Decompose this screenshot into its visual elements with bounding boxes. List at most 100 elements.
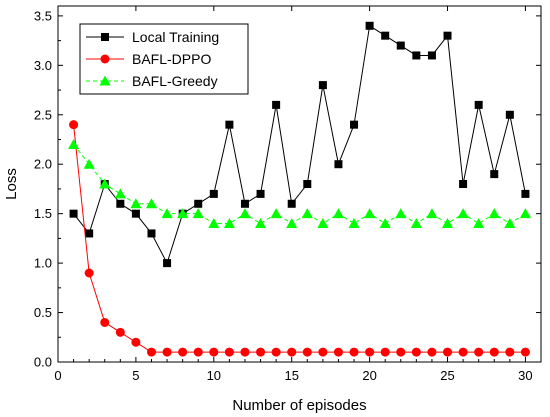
series-bafl-greedy	[68, 138, 531, 229]
x-tick-label: 0	[54, 368, 61, 383]
data-point-local-training	[147, 229, 156, 238]
data-point-bafl-dppo	[349, 347, 359, 357]
data-point-bafl-dppo	[146, 347, 156, 357]
x-tick-label: 30	[518, 368, 532, 383]
data-point-local-training	[318, 81, 327, 90]
data-point-local-training	[427, 51, 436, 60]
data-point-bafl-dppo	[193, 347, 203, 357]
data-point-bafl-dppo	[240, 347, 250, 357]
data-point-local-training	[350, 120, 359, 129]
data-point-bafl-dppo	[178, 347, 188, 357]
data-point-local-training	[209, 189, 218, 198]
data-point-bafl-dppo	[84, 268, 94, 278]
data-point-local-training	[474, 100, 483, 109]
data-point-local-training	[521, 189, 530, 198]
y-tick-label: 2.0	[34, 157, 52, 172]
x-tick-label: 10	[207, 368, 221, 383]
data-point-bafl-dppo	[365, 347, 375, 357]
data-point-bafl-dppo	[474, 347, 484, 357]
data-point-bafl-greedy	[473, 218, 485, 229]
data-point-local-training	[116, 199, 125, 208]
x-axis-title: Number of episodes	[232, 397, 366, 414]
data-point-bafl-greedy	[114, 188, 126, 199]
data-point-local-training	[194, 199, 203, 208]
axes: 0 5 10 15 20 25 30 0.0 0.5 1.0 1.5 2.0 2.5 3.0 3.5	[34, 6, 541, 383]
data-point-local-training	[505, 110, 514, 119]
data-point-bafl-dppo	[443, 347, 453, 357]
data-point-bafl-greedy	[208, 218, 220, 229]
data-point-bafl-greedy	[68, 138, 80, 149]
data-point-bafl-greedy	[239, 208, 251, 219]
data-point-local-training	[85, 229, 94, 238]
data-point-local-training	[303, 180, 312, 188]
data-point-local-training	[396, 41, 405, 50]
x-tick-label: 5	[132, 368, 139, 383]
legend: Local Training BAFL-DPPO BAFL-Greedy	[79, 23, 249, 95]
legend-marker	[101, 33, 109, 41]
data-point-bafl-greedy	[442, 218, 454, 229]
data-point-bafl-dppo	[411, 347, 421, 357]
data-point-bafl-greedy	[364, 208, 376, 219]
data-point-local-training	[240, 199, 249, 208]
data-point-bafl-greedy	[177, 208, 189, 219]
data-point-bafl-greedy	[348, 218, 360, 229]
data-point-local-training	[225, 120, 234, 129]
y-tick-label: 3.5	[34, 8, 52, 23]
data-point-bafl-greedy	[332, 208, 344, 219]
data-point-bafl-dppo	[69, 120, 79, 130]
data-point-bafl-dppo	[396, 347, 406, 357]
data-point-bafl-greedy	[270, 208, 282, 219]
data-point-bafl-greedy	[161, 208, 173, 219]
data-point-bafl-greedy	[255, 218, 267, 229]
y-axis-title: Loss	[3, 168, 20, 200]
data-point-bafl-dppo	[131, 337, 141, 347]
data-point-bafl-dppo	[380, 347, 390, 357]
data-point-bafl-greedy	[286, 218, 298, 229]
data-point-bafl-dppo	[256, 347, 266, 357]
data-point-bafl-dppo	[505, 347, 515, 357]
legend-item-bafl-greedy: BAFL-Greedy	[86, 73, 218, 89]
data-point-bafl-dppo	[427, 347, 437, 357]
data-point-bafl-dppo	[271, 347, 281, 357]
data-point-bafl-greedy	[99, 178, 111, 189]
y-tick-label: 3.0	[34, 58, 52, 73]
data-point-bafl-dppo	[287, 347, 297, 357]
data-point-local-training	[272, 100, 281, 109]
data-point-local-training	[443, 31, 452, 40]
y-tick-label: 1.5	[34, 206, 52, 221]
legend-label: BAFL-DPPO	[132, 51, 211, 67]
data-point-bafl-greedy	[223, 218, 235, 229]
data-point-bafl-dppo	[224, 347, 234, 357]
data-point-bafl-dppo	[100, 317, 110, 327]
series-local-training	[69, 21, 530, 268]
data-point-bafl-greedy	[504, 218, 516, 229]
legend-item-bafl-dppo: BAFL-DPPO	[86, 51, 211, 67]
data-point-bafl-greedy	[192, 208, 204, 219]
data-point-bafl-dppo	[302, 347, 312, 357]
data-point-local-training	[381, 31, 390, 40]
y-tick-label: 2.5	[34, 107, 52, 122]
data-point-bafl-dppo	[115, 327, 125, 337]
data-point-bafl-dppo	[318, 347, 328, 357]
data-point-local-training	[459, 180, 468, 188]
x-tick-label: 25	[440, 368, 454, 383]
data-point-bafl-dppo	[489, 347, 499, 357]
series-bafl-dppo	[69, 120, 530, 357]
legend-label: BAFL-Greedy	[132, 73, 218, 89]
legend-label: Local Training	[132, 29, 219, 45]
x-tick-label: 20	[362, 368, 376, 383]
x-tick-label: 15	[284, 368, 298, 383]
data-point-local-training	[365, 21, 374, 30]
data-point-bafl-greedy	[130, 198, 142, 209]
data-point-bafl-greedy	[457, 208, 469, 219]
data-point-bafl-greedy	[301, 208, 313, 219]
data-point-local-training	[287, 199, 296, 208]
data-point-bafl-dppo	[458, 347, 468, 357]
data-point-local-training	[490, 170, 499, 179]
data-point-bafl-greedy	[145, 198, 157, 209]
data-point-bafl-greedy	[410, 218, 422, 229]
data-point-bafl-dppo	[520, 347, 530, 357]
data-point-bafl-greedy	[317, 218, 329, 229]
data-point-bafl-greedy	[519, 208, 531, 219]
